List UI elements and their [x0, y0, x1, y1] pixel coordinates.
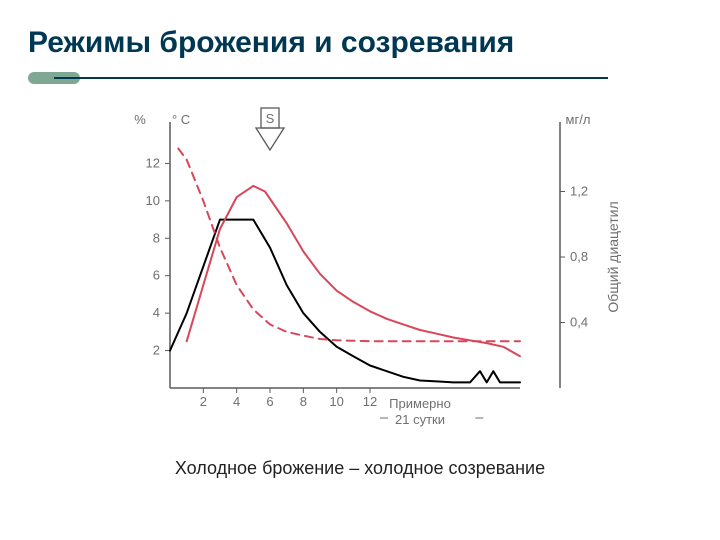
chart-subtitle: Холодное брожение – холодное созревание — [0, 458, 720, 479]
accent-line — [54, 77, 608, 79]
svg-text:2: 2 — [153, 343, 160, 358]
svg-text:1,2: 1,2 — [570, 184, 588, 199]
svg-text:21 сутки: 21 сутки — [395, 412, 445, 427]
chart-svg: 2 4 6 8 10 12 2 4 6 8 10 12 0,4 0,8 1,2% ° C мг/л Общий д… — [80, 102, 640, 452]
svg-text:0,8: 0,8 — [570, 249, 588, 264]
svg-text:4: 4 — [233, 394, 240, 409]
svg-text:6: 6 — [153, 268, 160, 283]
svg-text:2: 2 — [200, 394, 207, 409]
svg-text:° C: ° C — [172, 112, 190, 127]
svg-text:10: 10 — [329, 394, 343, 409]
accent-rule — [28, 70, 608, 86]
svg-text:S: S — [266, 111, 275, 126]
svg-text:10: 10 — [146, 193, 160, 208]
svg-text:8: 8 — [300, 394, 307, 409]
svg-text:мг/л: мг/л — [566, 112, 591, 127]
svg-text:%: % — [134, 112, 146, 127]
chart: 2 4 6 8 10 12 2 4 6 8 10 12 0,4 0,8 1,2% ° C мг/л Общий д… — [80, 102, 640, 452]
svg-text:12: 12 — [363, 394, 377, 409]
svg-text:8: 8 — [153, 230, 160, 245]
svg-text:Примерно: Примерно — [389, 396, 451, 411]
svg-text:4: 4 — [153, 305, 160, 320]
svg-text:12: 12 — [146, 155, 160, 170]
svg-text:6: 6 — [266, 394, 273, 409]
svg-text:0,4: 0,4 — [570, 315, 588, 330]
svg-text:Общий диацетил: Общий диацетил — [605, 201, 621, 312]
page-title: Режимы брожения и созревания — [28, 26, 720, 60]
